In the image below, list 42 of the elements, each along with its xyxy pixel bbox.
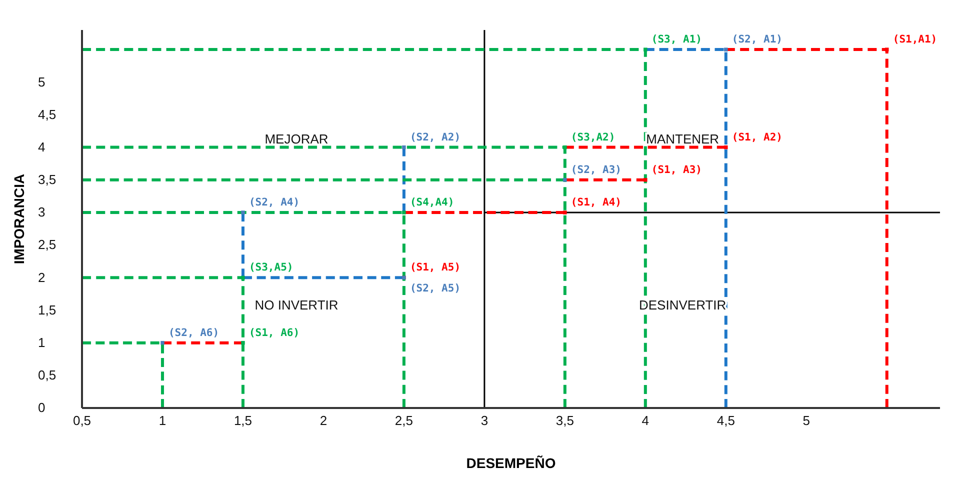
data-label: (S2, A1) [732,34,782,46]
data-label: (S2, A5) [410,282,461,295]
y-tick-label: 0 [38,400,46,416]
y-tick-label: 1,5 [38,302,56,318]
y-tick-label: 5 [38,74,46,90]
y-tick-label: 3 [38,204,46,220]
data-label: (S1, A6) [248,326,300,339]
y-tick-label: 4 [38,139,46,154]
x-tick-label: 5 [802,413,810,428]
x-tick-label: 4 [642,413,650,428]
y-tick-label: 4,5 [38,106,56,122]
annotation: NO INVERTIR [254,298,338,313]
x-axis-title: DESEMPEÑO [466,455,556,471]
data-label: (S1,A1) [892,34,938,46]
x-tick-label: 2,5 [394,413,413,428]
annotation: MANTENER [646,131,720,146]
data-label: (S3, A1) [651,34,702,46]
data-label: (S3,A5) [248,262,294,274]
data-label: (S2, A6) [168,326,220,339]
data-label: (S4,A4) [410,196,454,208]
x-tick-label: 3,5 [556,413,574,428]
data-label: (S1, A5) [410,262,461,274]
data-label: (S2, A4) [248,196,300,208]
x-tick-label: 3 [480,413,488,428]
annotation: MEJORAR [264,131,328,146]
data-label: (S2, A3) [570,164,622,176]
y-tick-label: 3,5 [38,172,56,188]
y-tick-label: 0,5 [38,368,56,383]
data-label: (S1, A3) [651,164,702,176]
data-label: (S3,A2) [570,131,616,144]
data-label: (S1, A2) [732,131,782,144]
y-tick-label: 1 [38,334,46,350]
x-tick-label: 1 [158,413,166,428]
y-axis-title: IMPORANCIA [11,174,27,264]
x-tick-label: 2 [320,413,328,428]
data-label: (S2, A2) [410,131,461,144]
x-tick-label: 0,5 [72,413,92,428]
data-label: (S1, A4) [570,196,622,208]
x-tick-label: 4,5 [716,413,735,428]
x-tick-label: 1,5 [234,413,252,428]
y-tick-label: 2,5 [38,237,56,252]
y-tick-label: 2 [38,270,46,285]
